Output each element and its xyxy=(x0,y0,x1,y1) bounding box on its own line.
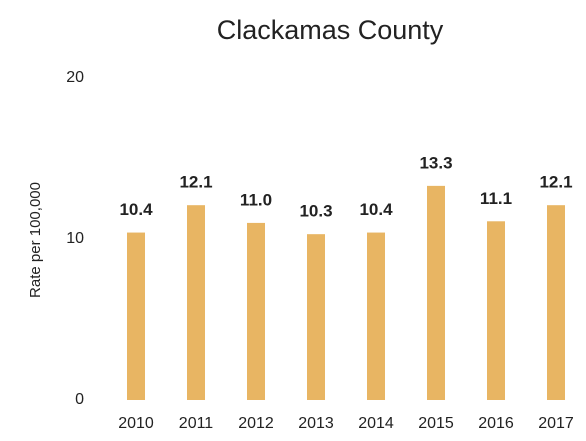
bar xyxy=(427,185,445,400)
value-label: 12.1 xyxy=(539,173,572,192)
y-tick-label: 0 xyxy=(75,391,84,408)
x-tick-label: 2010 xyxy=(118,415,154,432)
chart-title: Clackamas County xyxy=(217,15,444,45)
bar xyxy=(487,221,505,400)
bar xyxy=(307,234,325,400)
y-tick-label: 10 xyxy=(66,230,84,247)
x-tick-label: 2014 xyxy=(358,415,394,432)
bar xyxy=(187,205,205,400)
value-label: 10.4 xyxy=(359,200,393,219)
x-tick-label: 2013 xyxy=(298,415,334,432)
bar xyxy=(127,232,145,400)
y-tick-label: 20 xyxy=(66,69,84,86)
value-label: 11.1 xyxy=(480,189,512,208)
x-tick-label: 2017 xyxy=(538,415,574,432)
value-label: 13.3 xyxy=(419,153,452,172)
value-label: 12.1 xyxy=(179,173,212,192)
bar xyxy=(247,222,265,400)
value-label: 11.0 xyxy=(240,190,272,209)
x-tick-label: 2012 xyxy=(238,415,274,432)
x-tick-label: 2016 xyxy=(478,415,514,432)
value-label: 10.3 xyxy=(299,202,332,221)
bar xyxy=(367,232,385,400)
y-axis-title: Rate per 100,000 xyxy=(27,182,44,298)
x-tick-label: 2015 xyxy=(418,415,454,432)
bar xyxy=(547,205,565,400)
x-tick-label: 2011 xyxy=(179,415,214,432)
value-label: 10.4 xyxy=(119,200,153,219)
